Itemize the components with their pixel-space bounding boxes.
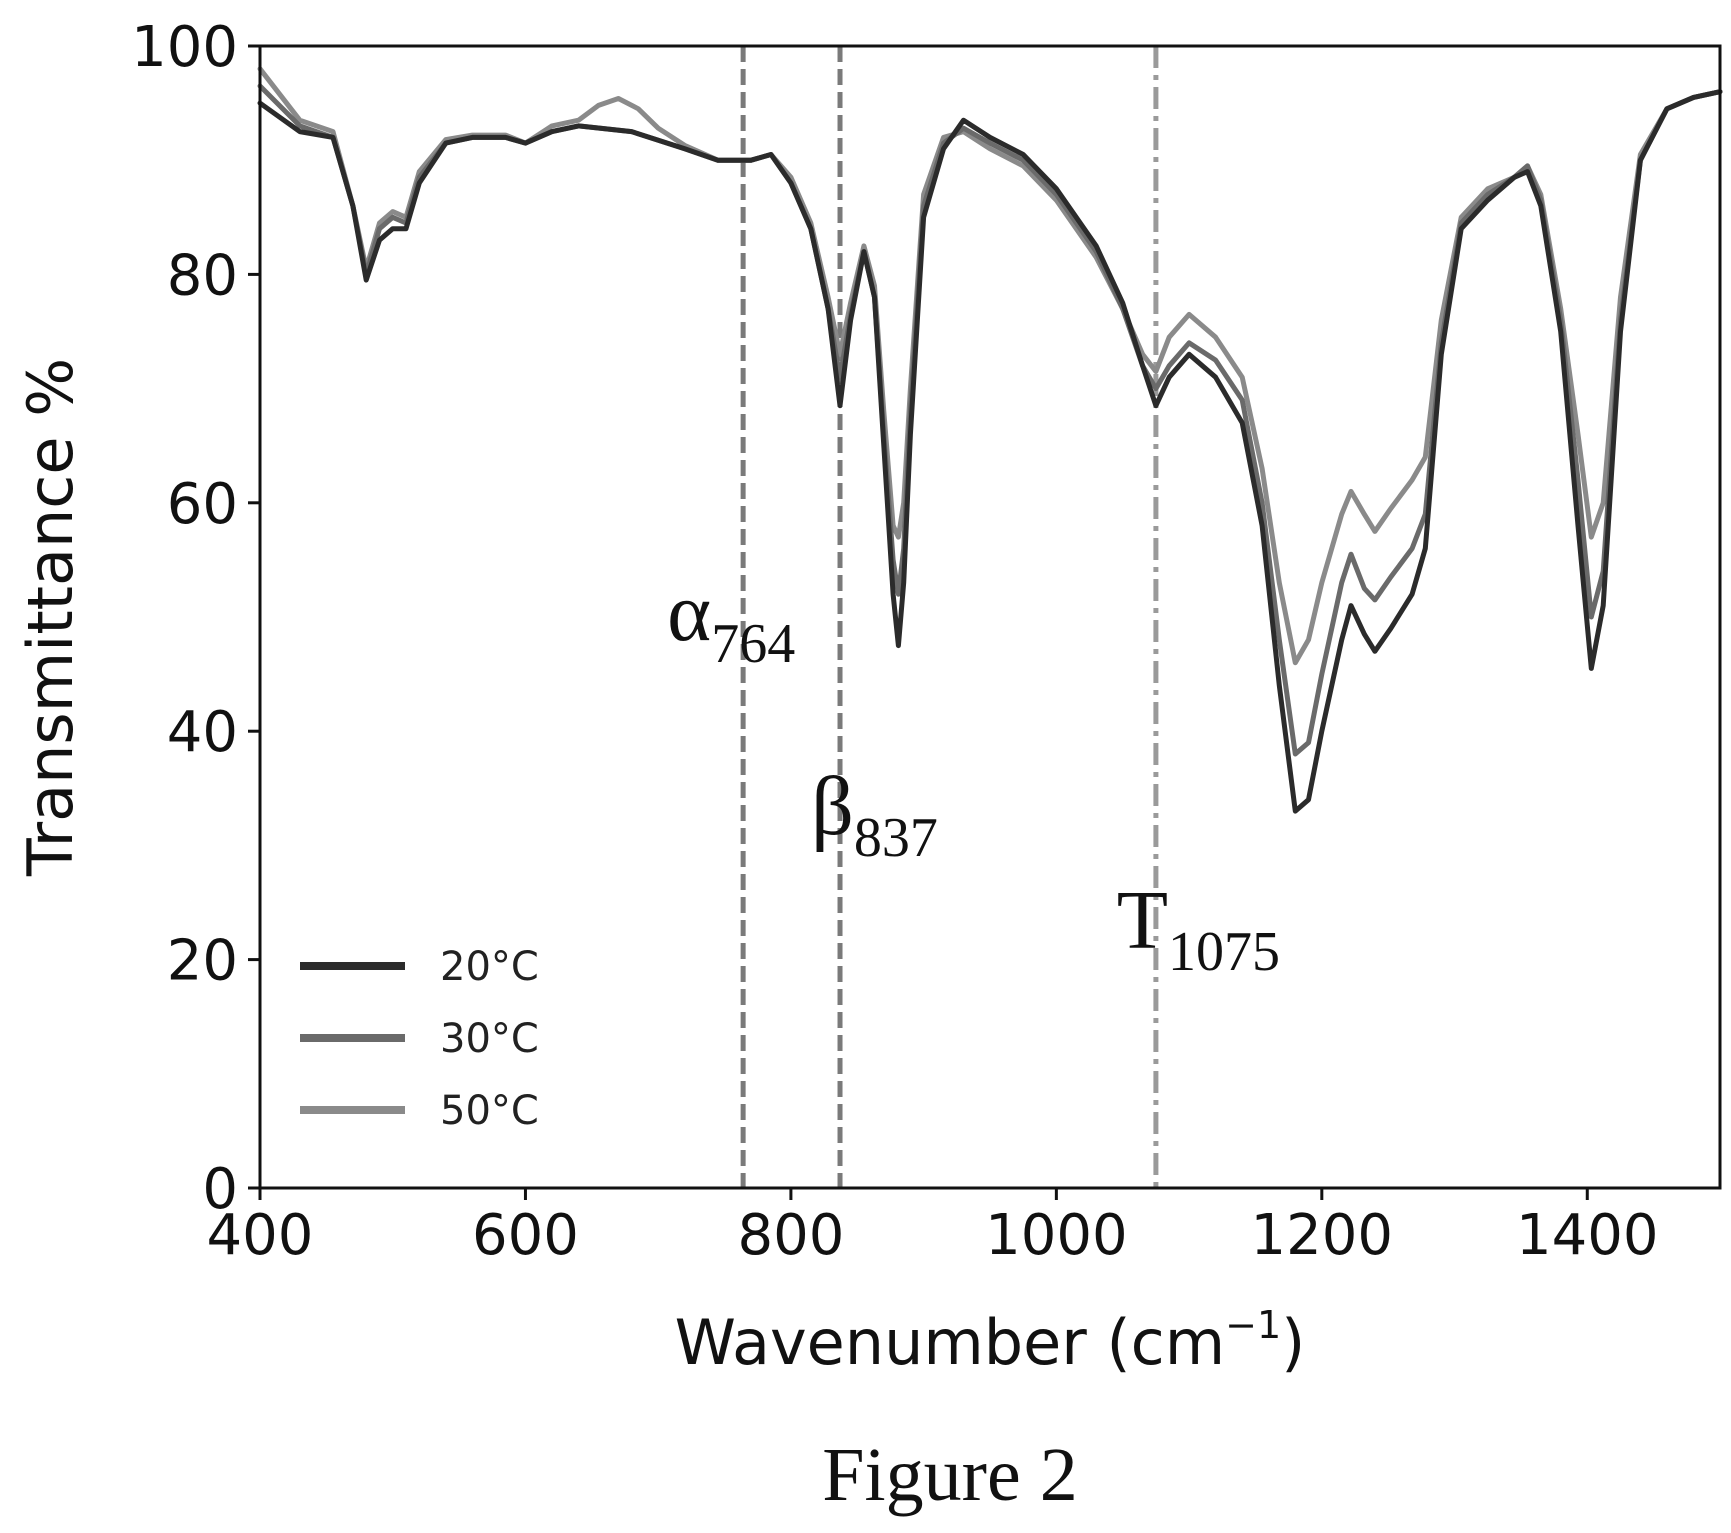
x-tick-label: 1400: [1516, 1203, 1659, 1268]
figure-caption: Figure 2: [822, 1433, 1077, 1517]
y-axis-title: Transmittance %: [14, 358, 87, 877]
y-tick-label: 60: [167, 472, 238, 537]
annotation-764: α764: [667, 566, 795, 675]
series-line-20c: [257, 89, 1723, 814]
x-axis-title: Wavenumber (cm−1): [675, 1303, 1306, 1379]
axis-ticks: 400 600 800 1000 1200 1400 0 20 40 60 80 100: [131, 15, 1658, 1268]
x-tick-label: 400: [207, 1203, 314, 1268]
annotation-837: β837: [811, 760, 938, 869]
x-tick-label: 1200: [1251, 1203, 1394, 1268]
y-tick-label: 40: [167, 700, 238, 765]
x-tick-label: 600: [472, 1203, 579, 1268]
x-tick-label: 800: [737, 1203, 844, 1268]
x-tick-label: 1000: [985, 1203, 1128, 1268]
y-tick-label: 20: [167, 929, 238, 994]
series-line-50c: [257, 66, 1723, 666]
legend-label: 30°C: [440, 1016, 539, 1062]
annotation-1075: T1075: [1117, 874, 1280, 983]
legend: 20°C 30°C 50°C: [300, 944, 539, 1134]
legend-label: 50°C: [440, 1088, 539, 1134]
y-tick-label: 80: [167, 243, 238, 308]
legend-label: 20°C: [440, 944, 539, 990]
plot-frame: [258, 44, 1722, 1190]
y-tick-label: 0: [202, 1157, 238, 1222]
y-tick-label: 100: [131, 15, 238, 80]
